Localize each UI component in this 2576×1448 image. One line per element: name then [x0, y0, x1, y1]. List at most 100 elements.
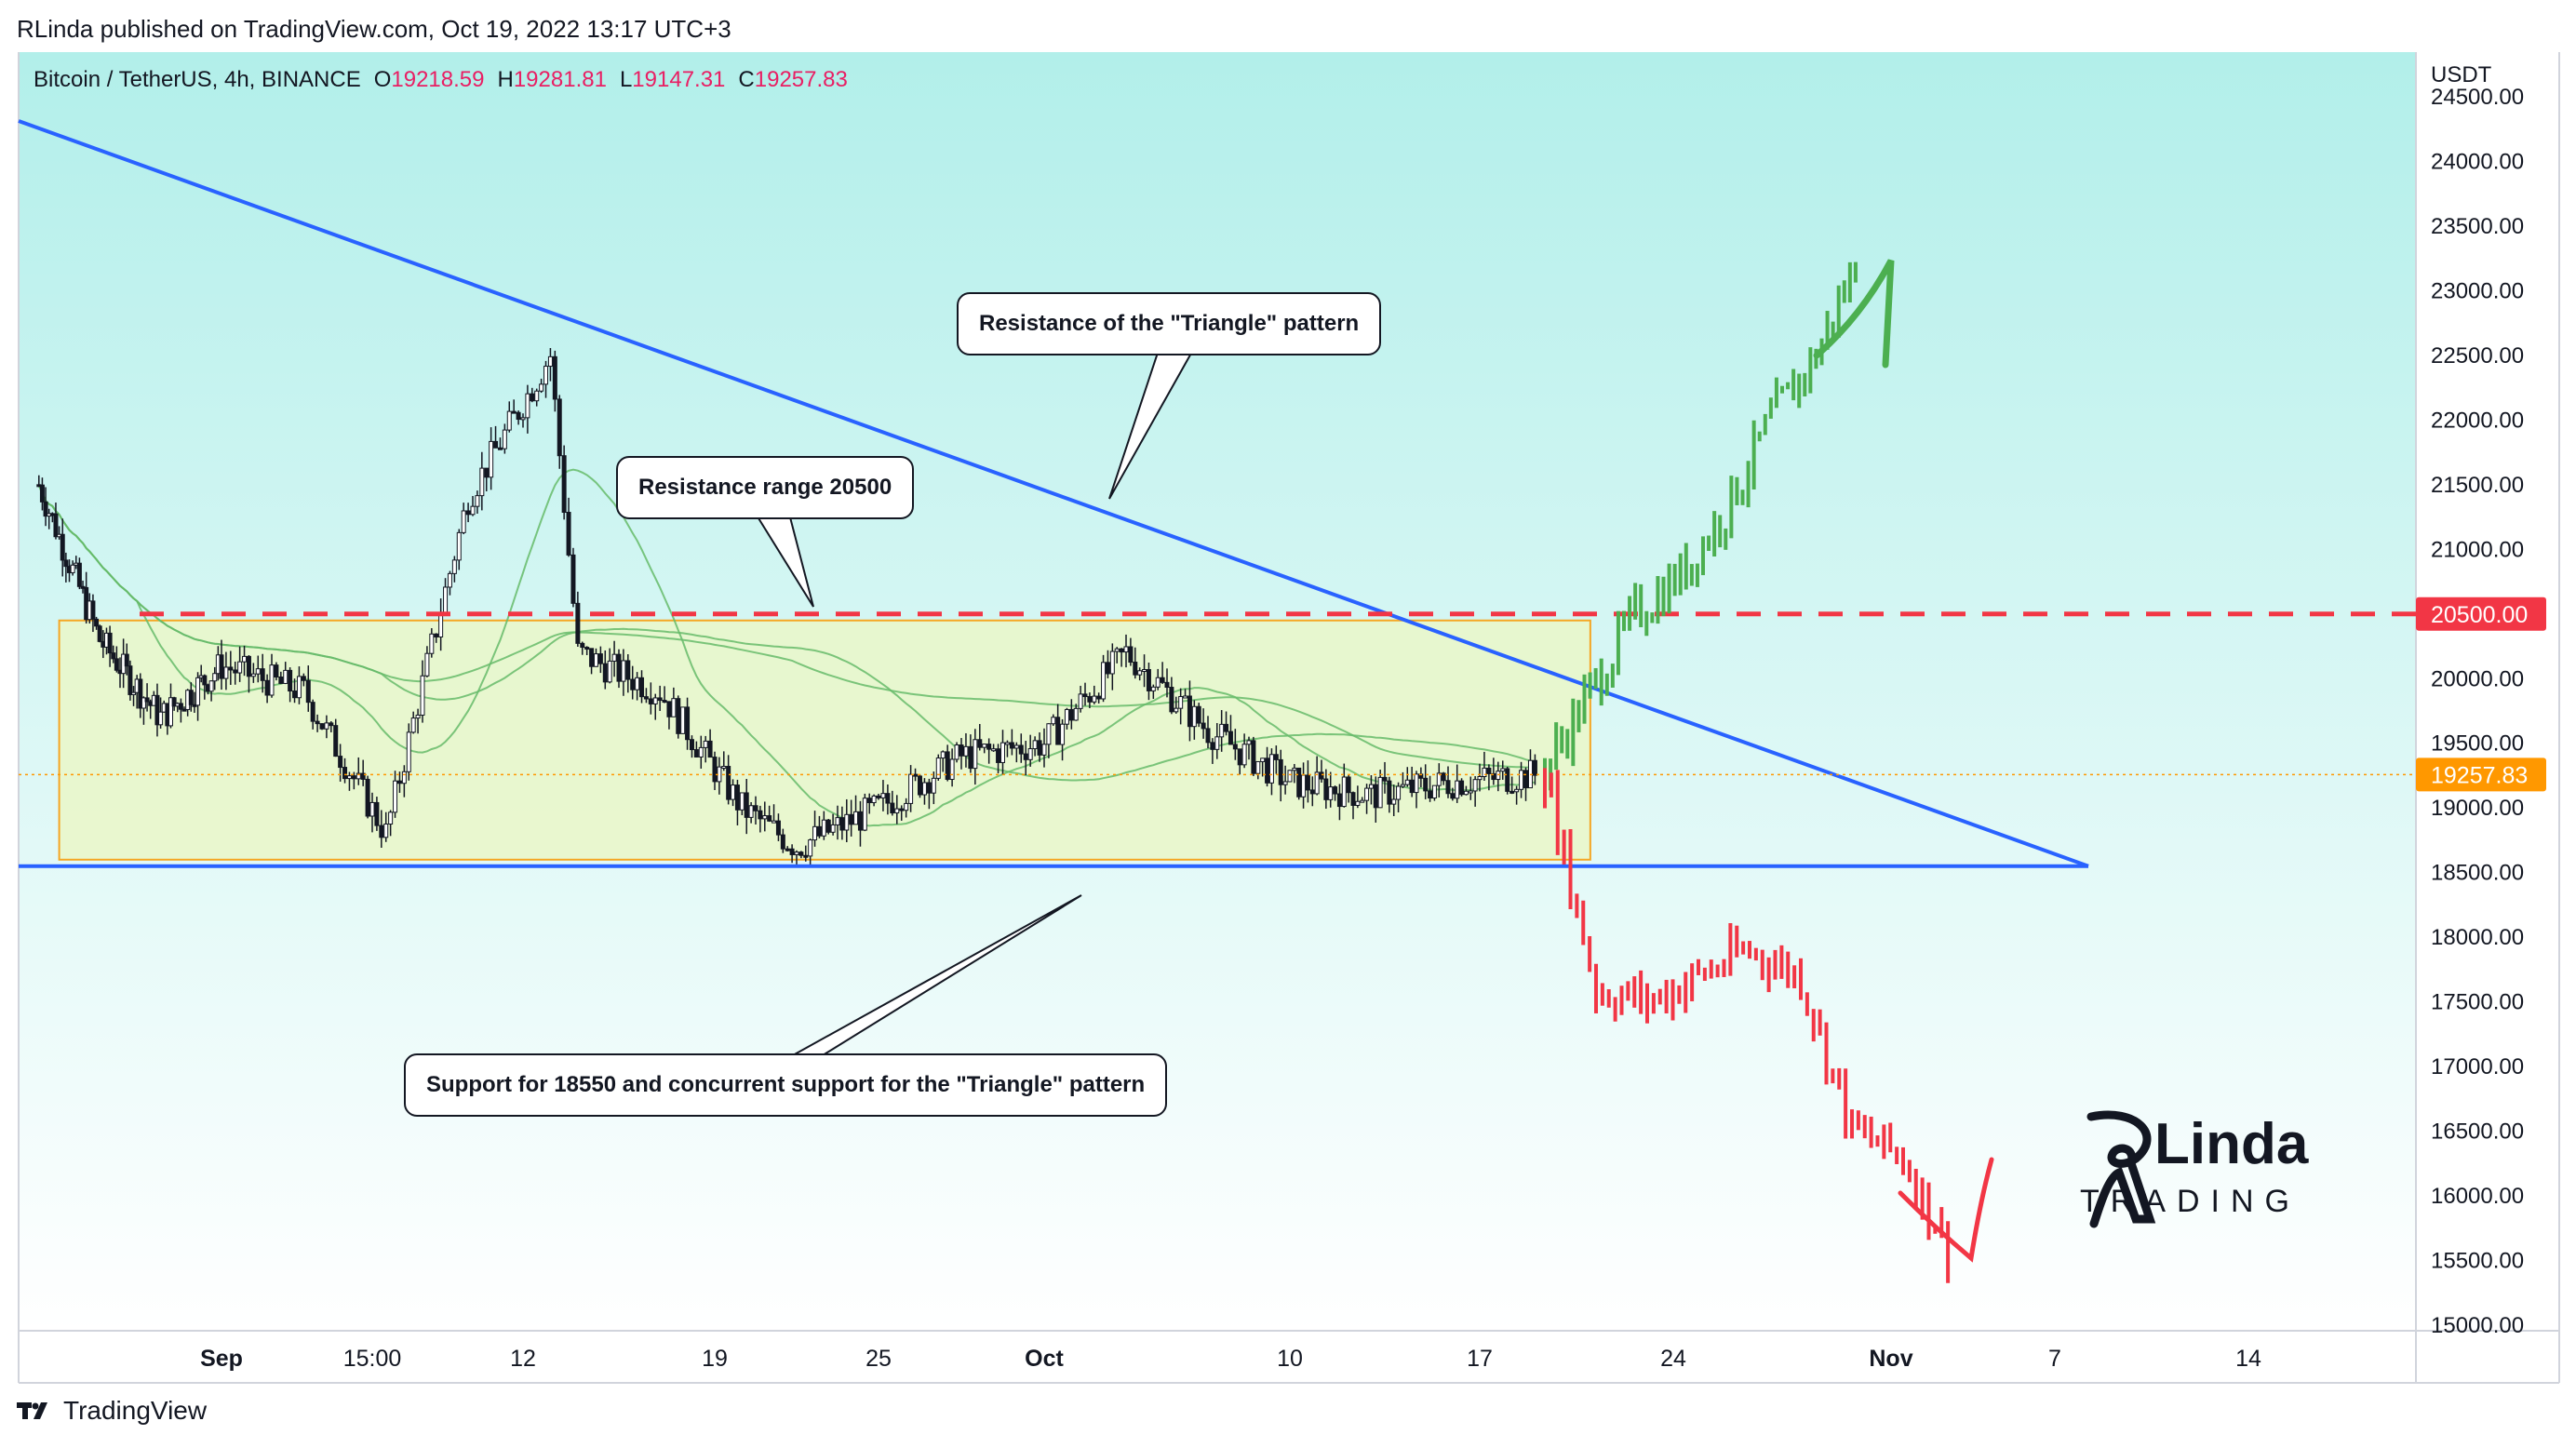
- candle-body: [188, 690, 194, 705]
- candle-body: [502, 429, 507, 449]
- candle-body: [821, 819, 826, 837]
- candle-body: [1183, 695, 1188, 699]
- candle-body: [1255, 760, 1261, 774]
- candle-body: [753, 805, 758, 811]
- candle-body: [1364, 787, 1370, 801]
- candle-body: [70, 564, 75, 573]
- candle-body: [296, 676, 302, 699]
- candle-body: [1314, 771, 1320, 795]
- candle-body: [593, 653, 598, 667]
- candle-body: [1082, 693, 1088, 698]
- publisher-line: RLinda published on TradingView.com, Oct…: [17, 15, 731, 43]
- candle-body: [635, 677, 640, 690]
- candle-body: [1482, 767, 1487, 778]
- footer-brand[interactable]: TradingView: [17, 1396, 207, 1426]
- candle-body: [1169, 687, 1174, 713]
- candle-body: [310, 702, 315, 722]
- callout-triangle-resistance[interactable]: Resistance of the "Triangle" pattern: [957, 292, 1382, 355]
- open-value: 19218.59: [391, 67, 485, 92]
- candle-body: [379, 825, 384, 838]
- candle-body: [775, 820, 781, 836]
- candle-body: [329, 722, 334, 727]
- candle-body: [1333, 786, 1338, 795]
- candle-body: [949, 758, 955, 780]
- candle-body: [39, 484, 45, 503]
- candle-body: [242, 655, 248, 663]
- candle-body: [557, 398, 562, 457]
- candle-body: [1060, 723, 1066, 745]
- candle-body: [97, 625, 102, 642]
- candle-body: [880, 793, 886, 798]
- candle-body: [662, 700, 667, 704]
- candle-body: [685, 706, 691, 741]
- candle-body: [1128, 646, 1134, 664]
- candle-body: [278, 677, 284, 684]
- candle-body: [1486, 767, 1492, 774]
- candle-body: [338, 756, 343, 769]
- rlinda-trading-logo: Linda TRADING: [2080, 1107, 2359, 1228]
- symbol-legend[interactable]: Bitcoin / TetherUS, 4h, BINANCE O19218.5…: [34, 67, 848, 93]
- candle-body: [1472, 779, 1478, 792]
- candle-body: [1431, 784, 1437, 799]
- candle-body: [525, 393, 530, 419]
- candle-body: [575, 602, 581, 644]
- candle-body: [539, 383, 544, 392]
- candle-body: [369, 801, 375, 817]
- candle-body: [1068, 708, 1074, 721]
- candle-body: [918, 775, 922, 796]
- symbol-name[interactable]: Bitcoin / TetherUS, 4h, BINANCE: [34, 67, 361, 92]
- candle-body: [630, 678, 636, 690]
- candle-body: [1463, 790, 1469, 796]
- candle-body: [825, 819, 831, 833]
- candle-body: [996, 748, 1001, 763]
- time-axis[interactable]: Sep 15:00 12 19 25 Oct 10 17 24 Nov 7 14: [200, 1346, 2261, 1372]
- candle-body: [785, 848, 790, 851]
- price-tick-label: 18000.00: [2431, 925, 2524, 950]
- resistance-price-badge-bg: [2416, 597, 2546, 631]
- candle-body: [580, 642, 585, 649]
- candle-body: [438, 614, 444, 637]
- candle-body: [1260, 758, 1266, 762]
- candle-body: [986, 744, 992, 750]
- candle-body: [693, 749, 699, 758]
- candle-body: [1387, 780, 1392, 805]
- candle-body: [1133, 662, 1138, 676]
- candle-body: [424, 652, 430, 677]
- candle-body: [1459, 780, 1465, 796]
- candle-body: [383, 824, 389, 838]
- candle-body: [803, 854, 809, 858]
- resistance-price-badge: 20500.00: [2431, 602, 2528, 628]
- candle-body: [1196, 705, 1201, 724]
- candle-body: [396, 780, 402, 784]
- candle-body: [1241, 744, 1247, 766]
- footer-brand-label: TradingView: [63, 1396, 208, 1425]
- candle-body: [908, 773, 914, 804]
- candle-body: [292, 690, 298, 699]
- callout-resistance-range[interactable]: Resistance range 20500: [616, 456, 915, 519]
- candle-body: [360, 772, 366, 780]
- price-tick-label: 23500.00: [2431, 214, 2524, 239]
- candle-body: [1519, 770, 1524, 790]
- candle-body: [1164, 681, 1170, 689]
- price-tick-label: 17000.00: [2431, 1054, 2524, 1079]
- candle-body: [1078, 693, 1083, 709]
- candle-body: [931, 777, 936, 794]
- candle-body: [1119, 648, 1124, 653]
- projections: [1543, 259, 1994, 1283]
- price-axis-currency: USDT: [2431, 62, 2492, 87]
- callout-support[interactable]: Support for 18550 and concurrent support…: [404, 1053, 1168, 1117]
- price-tick-label: 24500.00: [2431, 85, 2524, 110]
- candle-body: [406, 731, 411, 772]
- candle-body: [543, 366, 549, 385]
- candle-body: [219, 654, 224, 679]
- candle-body: [589, 648, 595, 667]
- candle-body: [1232, 744, 1238, 750]
- candle-body: [237, 661, 243, 674]
- candle-body: [899, 808, 905, 811]
- candle-body: [1178, 696, 1184, 709]
- candle-body: [1246, 740, 1252, 745]
- candle-body: [945, 751, 950, 780]
- candle-body: [511, 410, 517, 414]
